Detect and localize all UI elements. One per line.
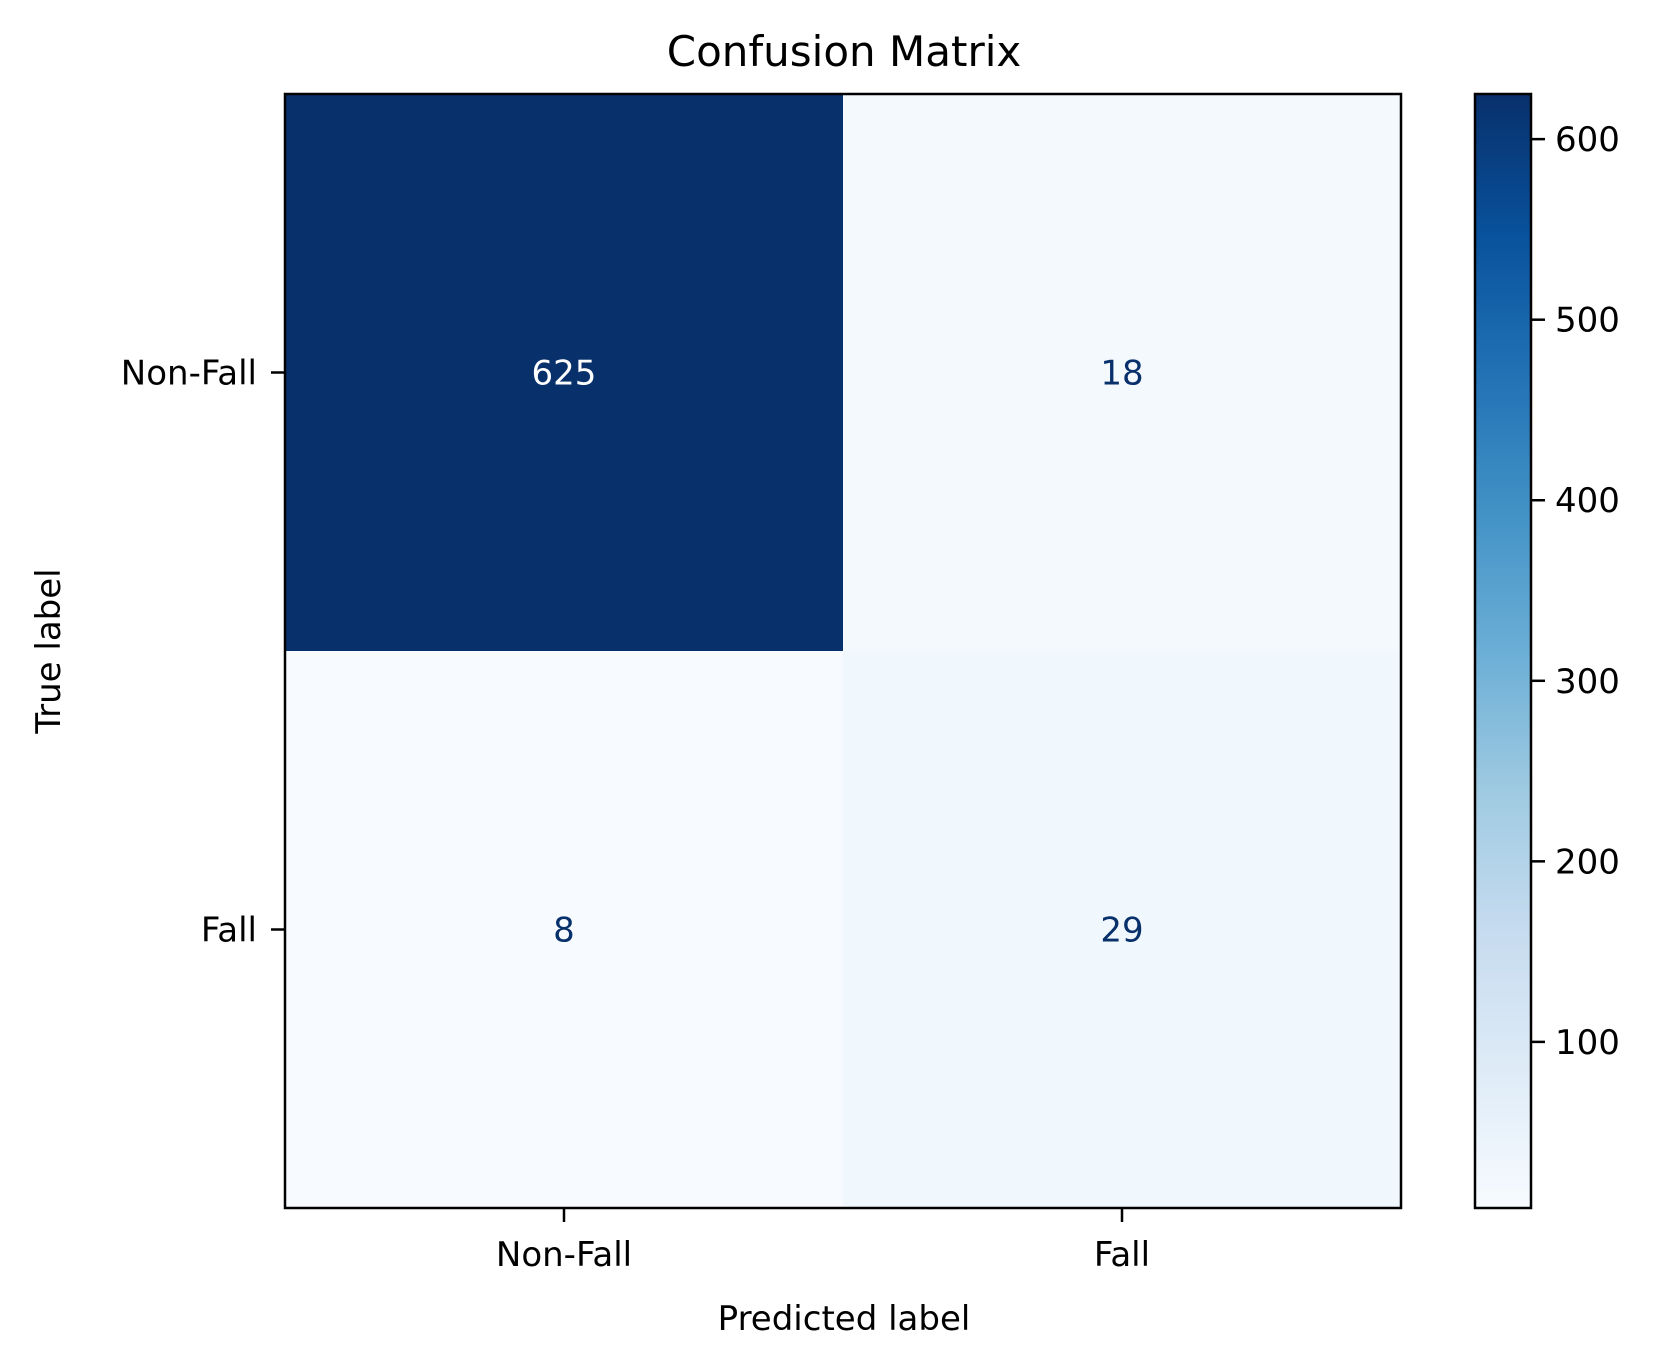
matrix-cells [285,94,1402,1209]
cell-value-label: 18 [1100,354,1143,394]
y-tick-label: Fall [201,911,257,951]
plot-frame [283,92,1403,1210]
matrix-cell [843,94,1402,652]
chart-title: Confusion Matrix [667,27,1022,76]
cell-value-label: 8 [553,911,575,951]
x-tick-label: Fall [1094,1235,1150,1275]
x-tick-label: Non-Fall [496,1235,632,1275]
colorbar-tick-label: 500 [1555,301,1620,341]
matrix-cell-labels: 625 18 8 29 [532,354,1144,951]
colorbar-tick-label: 200 [1555,842,1620,882]
colorbar-ticks: 100 200 300 400 500 600 [1531,120,1620,1063]
matrix-cell [285,651,844,1209]
matrix-cell [285,94,844,652]
cell-value-label: 625 [532,354,597,394]
y-axis-label: True label [29,568,69,734]
colorbar-tick-label: 100 [1555,1023,1620,1063]
x-axis-ticks: Non-Fall Fall [496,1208,1150,1275]
cell-value-label: 29 [1100,911,1143,951]
y-axis-ticks: Non-Fall Fall [121,354,285,951]
colorbar-tick-label: 400 [1555,481,1620,521]
colorbar-tick-label: 600 [1555,120,1620,160]
matrix-cell [843,651,1402,1209]
x-axis-label: Predicted label [718,1299,971,1339]
colorbar-tick-label: 300 [1555,662,1620,702]
colorbar [1473,92,1533,1210]
y-tick-label: Non-Fall [121,354,257,394]
